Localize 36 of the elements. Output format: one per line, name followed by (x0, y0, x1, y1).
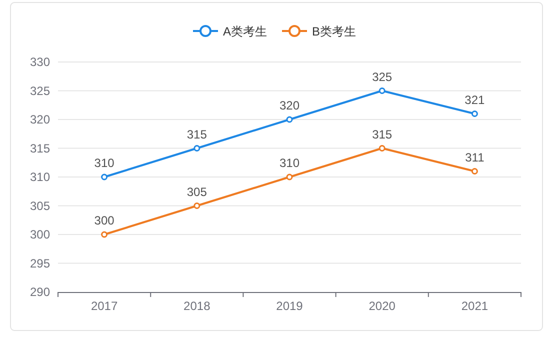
data-label: 310 (279, 156, 300, 170)
y-tick-label: 305 (30, 198, 50, 213)
data-label: 320 (279, 98, 300, 112)
x-tick-label: 2019 (276, 299, 304, 313)
point (286, 116, 293, 123)
data-label: 305 (186, 184, 208, 199)
x-tick-label: 2020 (368, 299, 396, 313)
y-tick-label: 315 (30, 141, 50, 156)
point (194, 145, 200, 152)
point (194, 202, 200, 209)
y-tick-label: 325 (30, 84, 50, 98)
data-label: 321 (464, 92, 486, 107)
x-tick-label: 2018 (184, 299, 211, 313)
point (378, 88, 386, 94)
y-tick-label: 330 (30, 55, 50, 69)
y-tick-label: 300 (30, 228, 50, 242)
point (471, 110, 478, 117)
y-tick-label: 310 (30, 170, 50, 184)
data-label: 310 (94, 156, 115, 170)
y-tick-label: 290 (30, 285, 50, 299)
point (101, 231, 108, 238)
data-label: 300 (94, 214, 115, 228)
data-label: 315 (186, 127, 208, 142)
x-tick-label: 2017 (90, 299, 118, 313)
point (101, 174, 108, 180)
data-label: 325 (372, 70, 392, 84)
x-tick-label: 2021 (461, 299, 488, 313)
legend-label: B类考生 (312, 24, 356, 38)
point (471, 168, 478, 174)
legend-label: A类考生 (223, 24, 268, 38)
point (378, 145, 386, 152)
point (286, 174, 293, 180)
data-label: 311 (465, 150, 485, 164)
y-tick-label: 320 (30, 112, 50, 126)
data-label: 315 (372, 127, 392, 142)
y-tick-label: 295 (30, 256, 50, 270)
